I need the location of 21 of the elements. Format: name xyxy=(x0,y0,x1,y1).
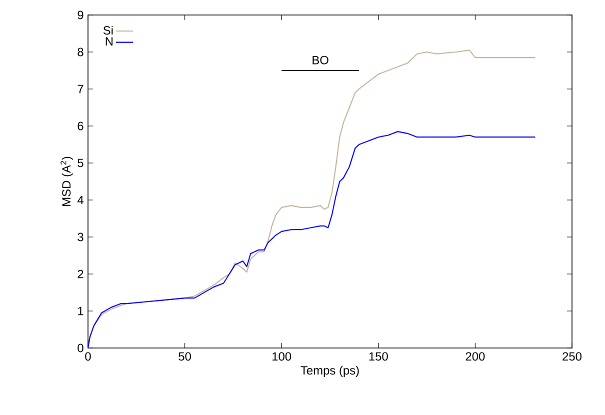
x-tick-label: 200 xyxy=(466,352,485,361)
y-tick-label: 9 xyxy=(78,10,84,20)
y-tick-label: 0 xyxy=(78,344,84,352)
x-tick-label: 100 xyxy=(272,352,292,361)
x-tick-label: 50 xyxy=(178,352,191,361)
x-tick-label: 250 xyxy=(562,352,582,361)
y-tick-label: 1 xyxy=(78,306,84,316)
series-label: BO xyxy=(312,56,328,64)
legend-label: N xyxy=(106,37,113,46)
legend-label: Si xyxy=(103,26,113,35)
y-tick-label: 5 xyxy=(78,158,84,168)
y-tick-label: 2 xyxy=(78,270,84,278)
y-tick-label: 3 xyxy=(78,232,84,242)
y-tick-label: 6 xyxy=(78,122,84,130)
y-axis-title: MSD (A$^{2}$) xyxy=(60,156,73,206)
y-tick-label: 8 xyxy=(78,48,84,56)
y-tick-label: 7 xyxy=(78,84,84,94)
x-tick-label: 0 xyxy=(85,352,91,361)
x-axis-title: Temps (ps) xyxy=(300,366,359,377)
x-tick-label: 150 xyxy=(369,352,388,361)
y-tick-label: 4 xyxy=(77,196,84,204)
